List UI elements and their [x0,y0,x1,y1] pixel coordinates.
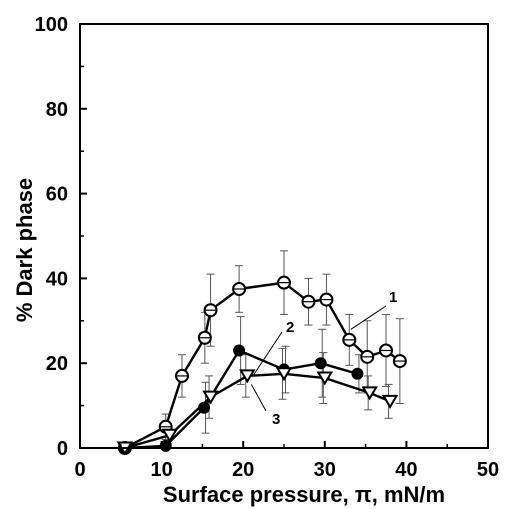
x-tick-label: 40 [395,459,417,481]
series-markers [116,275,407,456]
series-1-label: 1 [389,289,397,306]
y-tick-label: 20 [46,353,68,375]
x-tick-label: 30 [314,459,336,481]
series-3-point [239,369,256,384]
series-2-point [314,357,327,370]
series-2-point [198,401,211,414]
x-tick-label: 10 [150,459,172,481]
series-3-point [361,386,378,401]
y-tick-label: 40 [46,268,68,290]
x-tick-label: 50 [477,459,499,481]
y-tick-label: 0 [57,438,68,460]
x-tick-label: 0 [74,459,85,481]
y-axis-title: % Dark phase [12,178,37,322]
series-3-point [161,428,179,443]
plot-frame [79,23,489,449]
series-3-line [124,372,391,450]
series-3-leader [250,384,267,412]
y-tick-label: 100 [35,14,68,36]
x-tick-label: 20 [232,459,254,481]
y-tick-label: 80 [46,99,68,121]
series-3-point [275,367,293,382]
series-2-leader [252,331,283,377]
series-2-label: 2 [286,319,294,336]
series-3-label: 3 [272,411,280,428]
y-tick-label: 60 [46,184,68,206]
series-2-point [233,344,246,357]
series-3-point [316,371,334,386]
x-axis-title: Surface pressure, π, mN/m [163,482,445,507]
series-annotations: 1 2 3 [250,289,397,428]
series-2-point [351,367,364,380]
axis-ticks: 0 10 20 30 40 50 0 20 40 60 80 100 [35,14,500,481]
series-3-point [202,390,219,405]
series-1-leader [350,305,387,330]
series-3-point [381,394,399,409]
